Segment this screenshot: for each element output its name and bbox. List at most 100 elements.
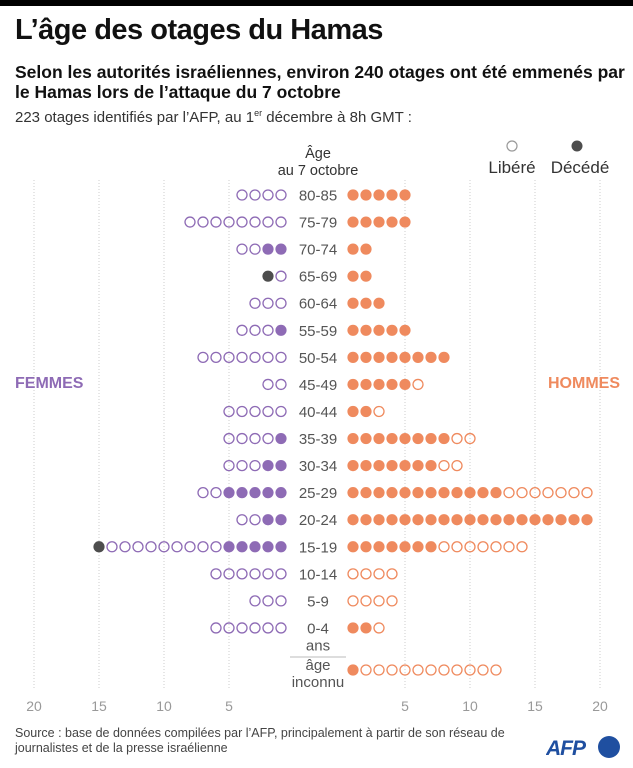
men-held-dot (529, 514, 541, 526)
age-label: 30-34 (299, 458, 337, 475)
men-held-dot (451, 487, 463, 499)
men-held-dot (347, 378, 359, 391)
men-held-dot (360, 487, 372, 499)
men-held-dot (360, 189, 372, 201)
men-released-dot (386, 595, 398, 607)
men-held-dot (373, 324, 385, 336)
age-label: 80-85 (299, 188, 337, 205)
women-released-dot (236, 216, 248, 228)
source-note: Source : base de données compilées par l… (15, 726, 505, 755)
row-65-69: 65-69 (262, 269, 372, 286)
women-released-dot (262, 432, 274, 445)
age-label: 60-64 (299, 296, 337, 313)
men-held-dot (412, 432, 424, 445)
women-released-dot (236, 351, 248, 364)
women-released-dot (262, 595, 274, 607)
women-released-dot (236, 568, 248, 580)
row-0-4-ans: 0-4 ans (210, 620, 385, 654)
men-held-dot (412, 351, 424, 363)
men-released-dot (360, 595, 372, 607)
men-held-dot (425, 432, 437, 445)
legend-deceased-label: Décédé (551, 158, 610, 177)
men-released-dot (490, 541, 502, 553)
row-5-9: 5-9 (249, 593, 398, 610)
men-held-dot (399, 460, 411, 472)
men-released-dot (373, 664, 385, 676)
women-held-dot (275, 487, 287, 499)
age-label: 0-4 ans (306, 620, 330, 654)
men-held-dot (399, 487, 411, 499)
men-held-dot (451, 514, 463, 526)
women-held-dot (275, 514, 287, 526)
women-released-dot (236, 324, 248, 336)
page-title: L’âge des otages du Hamas (15, 14, 383, 46)
men-held-dot (373, 460, 385, 472)
men-held-dot (386, 460, 398, 472)
men-released-dot (347, 595, 359, 607)
age-label: 70-74 (299, 242, 337, 259)
svg-text:AFP: AFP (546, 737, 587, 759)
men-held-dot (373, 189, 385, 201)
men-released-dot (529, 487, 541, 499)
men-held-dot (360, 378, 372, 391)
men-released-dot (399, 664, 411, 676)
women-released-dot (275, 378, 287, 391)
x-tick-right: 10 (462, 698, 478, 714)
women-released-dot (249, 243, 261, 255)
men-held-dot (477, 487, 489, 499)
women-held-dot (275, 541, 287, 553)
women-released-dot (275, 622, 287, 634)
women-released-dot (262, 189, 274, 201)
women-released-dot (262, 405, 274, 418)
women-released-dot (262, 297, 274, 309)
men-released-dot (503, 487, 515, 499)
age-label: 75-79 (299, 215, 337, 232)
women-released-dot (197, 351, 209, 364)
women-released-dot (210, 351, 222, 364)
age-label: 35-39 (299, 431, 337, 448)
men-held-dot (438, 351, 450, 363)
women-released-dot (197, 487, 209, 499)
men-held-dot (347, 216, 359, 228)
age-label: 55-59 (299, 323, 337, 340)
women-released-dot (262, 378, 274, 391)
men-held-dot (360, 351, 372, 363)
men-released-dot (425, 664, 437, 676)
women-released-dot (249, 568, 261, 580)
age-label: 10-14 (299, 566, 337, 583)
women-released-dot (262, 324, 274, 336)
men-released-dot (451, 664, 463, 676)
men-held-dot (425, 487, 437, 499)
women-released-dot (236, 243, 248, 255)
women-held-dot (249, 541, 261, 553)
age-label: 50-54 (299, 350, 337, 367)
women-released-dot (158, 541, 170, 553)
row-15-19: 15-19 (93, 539, 528, 556)
men-held-dot (503, 514, 515, 526)
men-held-dot (399, 432, 411, 445)
men-held-dot (347, 514, 359, 526)
men-held-dot (399, 216, 411, 228)
men-released-dot (542, 487, 554, 499)
men-released-dot (451, 541, 463, 553)
men-released-dot (516, 541, 528, 553)
center-label-line1: Âge (305, 145, 331, 162)
women-held-dot (249, 487, 261, 499)
men-held-dot (360, 243, 372, 255)
men-released-dot (373, 405, 385, 418)
men-held-dot (347, 487, 359, 499)
men-held-dot (347, 460, 359, 472)
men-released-dot (581, 487, 593, 499)
women-released-dot (223, 568, 235, 580)
men-held-dot (412, 487, 424, 499)
row-45-49: 45-49 (262, 377, 424, 394)
men-held-dot (464, 487, 476, 499)
men-held-dot (373, 378, 385, 391)
men-held-dot (412, 541, 424, 553)
women-released-dot (223, 622, 235, 634)
row-60-64: 60-64 (249, 296, 385, 313)
legend-released-marker (506, 140, 518, 152)
age-label: 15-19 (299, 539, 337, 556)
men-held-dot (360, 514, 372, 526)
